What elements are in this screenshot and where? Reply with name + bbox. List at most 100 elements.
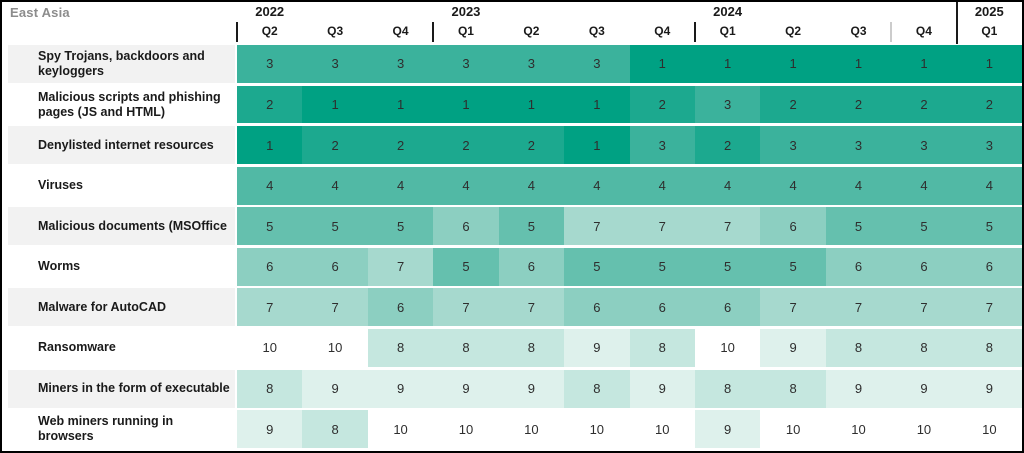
rank-cell: 1 — [302, 85, 368, 124]
year-label: 2023 — [451, 4, 481, 19]
rank-cell: 10 — [760, 410, 826, 449]
rank-cell: 4 — [498, 166, 565, 205]
rank-cell: 1 — [694, 45, 761, 83]
table-row: Miners in the form of executable 8 9 9 9 9 8 9 8… — [2, 369, 1022, 408]
row-label-stripe: Denylisted internet resources — [8, 126, 235, 165]
rank-cell: 9 — [367, 369, 434, 408]
rank-cell: 10 — [694, 329, 761, 367]
rank-cell: 8 — [891, 329, 957, 367]
rank-cell: 10 — [498, 410, 565, 449]
rank-cell: 1 — [433, 85, 499, 124]
rank-cell: 5 — [237, 207, 303, 246]
rank-cell: 10 — [237, 329, 303, 367]
row-label-stripe: Web miners running in browsers — [8, 410, 235, 449]
row-label-cell: Web miners running in browsers — [2, 410, 237, 449]
row-label-cell: Worms — [2, 247, 237, 286]
row-label-cell: Malware for AutoCAD — [2, 288, 237, 327]
rank-cell: 8 — [825, 329, 892, 367]
rank-cell: 9 — [564, 329, 630, 367]
rank-cell: 3 — [891, 126, 957, 165]
rank-cell: 2 — [956, 85, 1022, 124]
quarter-label: Q1 — [981, 24, 998, 38]
rank-cell: 4 — [694, 166, 761, 205]
rank-cell: 5 — [694, 247, 761, 286]
table-row: Malicious documents (MSOffice 5 5 5 6 5 7 7 7 6 5 5… — [2, 207, 1022, 246]
rank-cell: 9 — [498, 369, 565, 408]
rank-cell: 4 — [237, 166, 303, 205]
row-label-text: Denylisted internet resources — [38, 137, 214, 152]
quarter-label: Q4 — [392, 24, 409, 38]
rank-cell: 6 — [694, 288, 761, 327]
rank-cell: 8 — [694, 369, 761, 408]
row-label-cell: Malicious scripts and phishing pages (JS … — [2, 85, 237, 124]
rank-cell: 7 — [629, 207, 695, 246]
row-label-stripe: Ransomware — [8, 329, 235, 367]
quarter-label: Q4 — [654, 24, 671, 38]
rank-cell: 8 — [760, 369, 826, 408]
rank-cell: 2 — [891, 85, 957, 124]
row-label-text: keyloggers — [38, 63, 105, 78]
rank-cell: 2 — [498, 126, 565, 165]
rank-cell: 3 — [498, 45, 565, 83]
rank-cell: 10 — [629, 410, 695, 449]
rank-cell: 7 — [367, 247, 434, 286]
rank-cell: 10 — [367, 410, 434, 449]
row-label-stripe: Malware for AutoCAD — [8, 288, 235, 327]
rank-cell: 2 — [433, 126, 499, 165]
rank-cell: 7 — [433, 288, 499, 327]
rank-cell: 9 — [237, 410, 303, 449]
year-divider-tick — [693, 22, 696, 42]
rank-cell: 1 — [956, 45, 1022, 83]
rank-cell: 7 — [956, 288, 1022, 327]
row-label-cell: Viruses — [2, 166, 237, 205]
rank-cell: 9 — [760, 329, 826, 367]
rank-cell: 2 — [629, 85, 695, 124]
rank-cell: 6 — [302, 247, 368, 286]
row-label-text: pages (JS and HTML) — [38, 104, 166, 119]
rank-cell: 5 — [564, 247, 630, 286]
rank-cell: 7 — [564, 207, 630, 246]
rank-cell: 8 — [629, 329, 695, 367]
rank-cell: 9 — [629, 369, 695, 408]
row-label-cell: Ransomware — [2, 329, 237, 367]
rank-cell: 5 — [433, 247, 499, 286]
quarter-label: Q2 — [261, 24, 278, 38]
rank-cell: 9 — [891, 369, 957, 408]
rank-cell: 5 — [498, 207, 565, 246]
region-title: East Asia — [10, 5, 70, 20]
rank-cell: 10 — [564, 410, 630, 449]
rank-cell: 3 — [564, 45, 630, 83]
rank-cell: 8 — [564, 369, 630, 408]
rank-cell: 2 — [694, 126, 761, 165]
row-label-stripe: Malicious documents (MSOffice — [8, 207, 235, 246]
rank-cell: 4 — [956, 166, 1022, 205]
rank-cell: 9 — [956, 369, 1022, 408]
rank-cell: 5 — [825, 207, 892, 246]
quarter-label: Q2 — [785, 24, 802, 38]
rank-cell: 10 — [891, 410, 957, 449]
rank-cell: 1 — [891, 45, 957, 83]
row-value-cells: 9 8 10 10 10 10 10 9 10 10 10 10 — [237, 410, 1022, 449]
rank-cell: 1 — [825, 45, 892, 83]
year-divider-tick — [432, 22, 435, 42]
rank-cell: 5 — [629, 247, 695, 286]
rank-cell: 1 — [564, 85, 630, 124]
rank-cell: 6 — [433, 207, 499, 246]
row-label-text: Malicious documents (MSOffice — [38, 218, 227, 233]
rank-cell: 6 — [891, 247, 957, 286]
rank-cell: 5 — [956, 207, 1022, 246]
year-divider-tick — [890, 22, 893, 42]
heatmap-body: Spy Trojans, backdoors and keyloggers 3 3 3 3… — [2, 45, 1022, 451]
rank-cell: 3 — [367, 45, 434, 83]
rank-cell: 7 — [694, 207, 761, 246]
rank-cell: 4 — [433, 166, 499, 205]
quarter-label: Q3 — [850, 24, 867, 38]
rank-cell: 7 — [237, 288, 303, 327]
rank-cell: 7 — [760, 288, 826, 327]
